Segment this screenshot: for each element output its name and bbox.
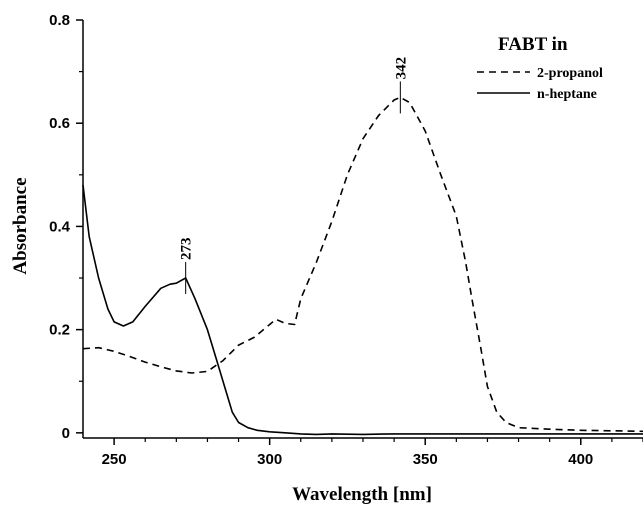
x-tick-label: 300 — [257, 451, 282, 468]
y-axis-title: Absorbance — [10, 177, 31, 274]
y-tick-label: 0 — [62, 425, 70, 442]
peak-label-342: 342 — [393, 57, 409, 80]
series-line-2-propanol — [82, 96, 643, 433]
x-tick-label: 400 — [568, 451, 593, 468]
series-line-n-heptane — [82, 185, 643, 436]
y-tick-label: 0.6 — [49, 115, 70, 132]
peak-annotations: 273 342 — [179, 57, 409, 295]
peak-label-273: 273 — [179, 238, 195, 261]
axes — [82, 20, 643, 439]
legend-label-n-heptane: n-heptane — [537, 87, 597, 102]
series-lines — [82, 96, 643, 436]
x-axis-title: Wavelength [nm] — [292, 484, 432, 505]
legend: FABT in 2-propanol n-heptane — [477, 34, 603, 102]
legend-title: FABT in — [498, 34, 568, 55]
ticks: 250 300 350 400 0 0.2 0.4 0.6 0.8 — [49, 12, 643, 468]
y-tick-label: 0.2 — [49, 322, 70, 339]
y-tick-label: 0.8 — [49, 12, 70, 29]
y-tick-label: 0.4 — [49, 218, 71, 235]
x-tick-label: 350 — [413, 451, 438, 468]
x-tick-label: 250 — [102, 451, 127, 468]
legend-label-2-propanol: 2-propanol — [537, 66, 603, 81]
